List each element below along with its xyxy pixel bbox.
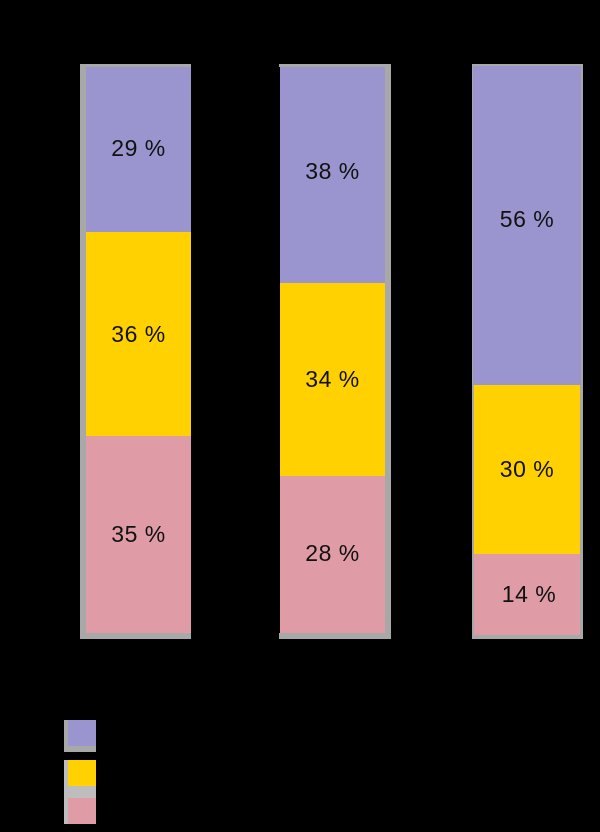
legend-swatch-purple [68,720,96,746]
bar-2-label-pink: 28 % [305,540,360,566]
bar-3-label-purple: 56 % [499,206,555,232]
bar-2-segment-yellow: 34 % [280,283,385,476]
bar-1-segment-purple: 29 % [86,67,191,232]
bar-3-segment-purple: 56 % [473,66,581,385]
bar-1-frame-left [80,64,86,639]
bar-2-frame-top [279,64,390,67]
bar-1-label-purple: 29 % [111,134,166,161]
bar-1-frame-bottom [80,633,191,639]
bar-3-segment-yellow: 30 % [474,385,580,554]
bar-1-segment-pink: 35 % [86,436,191,633]
bar-3-label-yellow: 30 % [499,456,555,482]
bar-2-frame-bottom [279,633,391,639]
bar-2-label-purple: 38 % [305,157,360,184]
bar-2-label-yellow: 34 % [305,366,360,392]
bar-3-label-pink: 14 % [501,581,557,607]
bar-3-segment-pink: 14 % [474,554,580,635]
legend-swatch-yellow [68,760,96,786]
bar-2-segment-pink: 28 % [280,476,385,633]
bar-1-label-yellow: 36 % [111,320,166,347]
bar-2-frame-right [385,64,391,639]
bar-1-frame-top [80,64,191,67]
bar-1-segment-yellow: 36 % [86,232,191,436]
bar-1-label-pink: 35 % [111,521,166,547]
bar-2-segment-purple: 38 % [280,67,385,283]
legend-swatch-pink [68,798,96,824]
